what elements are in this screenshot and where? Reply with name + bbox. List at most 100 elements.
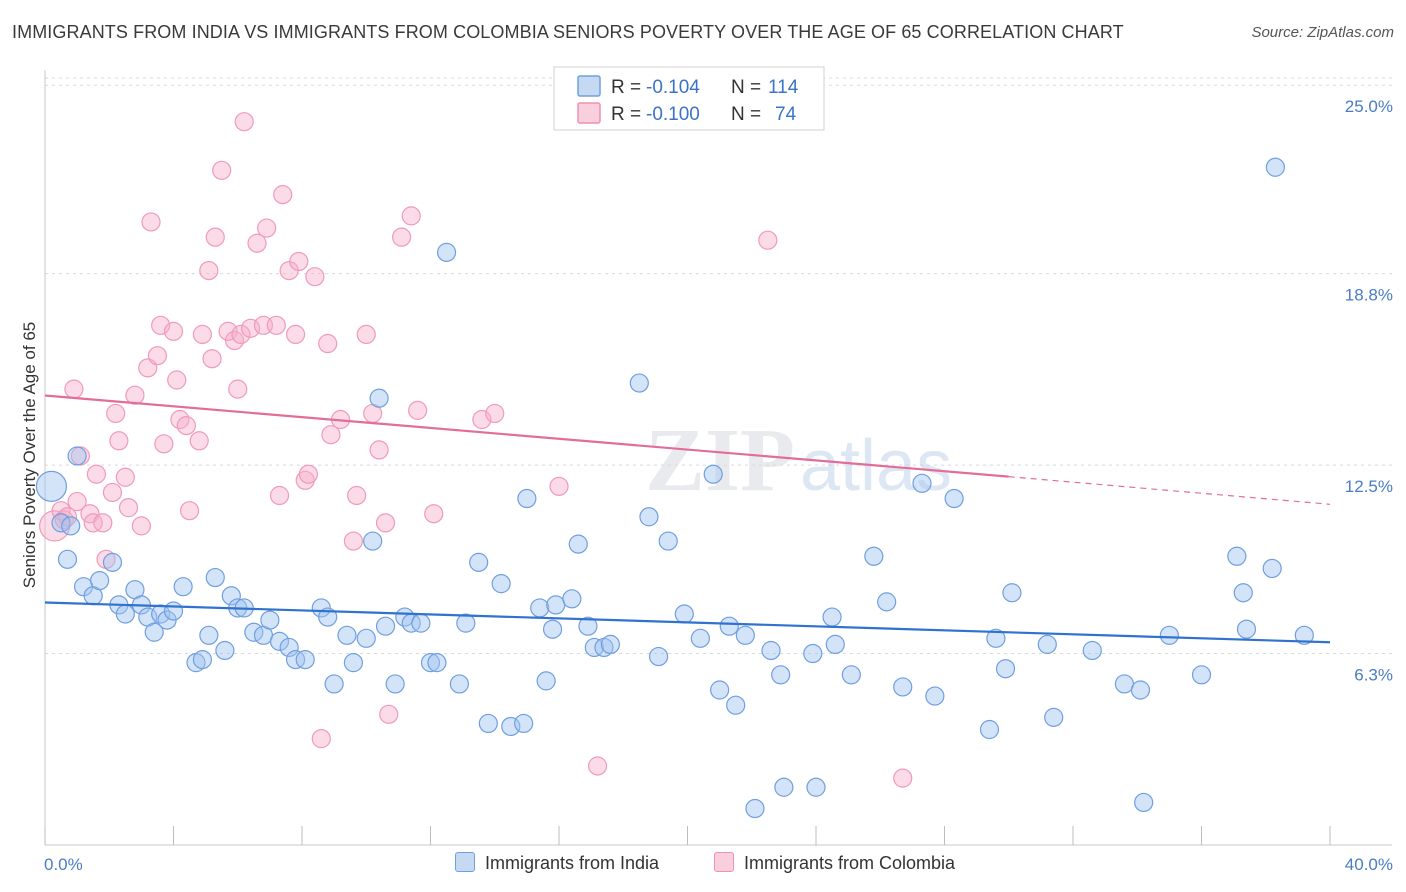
india-point xyxy=(925,686,945,706)
india-point xyxy=(356,628,376,648)
india-point xyxy=(578,616,598,636)
india-point xyxy=(658,531,678,551)
india-point xyxy=(192,650,213,670)
india-point xyxy=(295,650,315,670)
india-point xyxy=(1236,619,1257,639)
india-point xyxy=(710,680,730,700)
india-point xyxy=(1191,665,1212,685)
legend-r-label-colombia: R = xyxy=(611,104,641,125)
colombia-point xyxy=(269,485,290,506)
india-point xyxy=(279,637,299,658)
bottom-swatch-india xyxy=(455,852,475,872)
legend-swatch-india xyxy=(577,75,601,97)
colombia-trend-line xyxy=(44,394,1009,478)
india-point xyxy=(456,613,476,633)
legend-n-label-colombia: N = xyxy=(731,104,761,125)
colombia-point xyxy=(231,324,251,345)
bottom-legend-india: Immigrants from India xyxy=(455,852,659,874)
colombia-point xyxy=(86,464,107,484)
india-point xyxy=(536,671,556,691)
legend-swatch-colombia xyxy=(577,102,601,124)
tick-labels: 6.3% 12.5% 18.8% 25.0% 0.0% 40.0% xyxy=(44,97,1393,874)
india-point xyxy=(745,798,765,819)
india-point xyxy=(1294,625,1314,645)
colombia-point xyxy=(163,321,184,341)
legend-n-value-colombia: 74 xyxy=(775,104,797,125)
india-point xyxy=(1265,157,1285,177)
india-point xyxy=(600,634,621,655)
india-point xyxy=(491,574,511,594)
colombia-point xyxy=(154,434,174,454)
india-point xyxy=(115,604,135,624)
india-point xyxy=(363,531,383,551)
colombia-point xyxy=(408,400,428,420)
india-point xyxy=(703,464,723,484)
bottom-label-india: Immigrants from India xyxy=(485,853,660,873)
india-point xyxy=(57,549,78,569)
india-point xyxy=(1002,583,1022,603)
colombia-point xyxy=(179,501,200,521)
y-tick-label: 18.8% xyxy=(1345,286,1393,305)
colombia-point xyxy=(758,230,778,250)
bottom-label-colombia: Immigrants from Colombia xyxy=(744,853,956,873)
colombia-point xyxy=(311,729,331,749)
colombia-point xyxy=(485,403,505,424)
india-point xyxy=(893,677,913,697)
bottom-legend-colombia: Immigrants from Colombia xyxy=(714,852,955,874)
colombia-point xyxy=(167,370,187,390)
india-point xyxy=(221,586,241,606)
india-point xyxy=(427,653,447,673)
colombia-point xyxy=(228,379,248,399)
india-point xyxy=(260,610,280,630)
y-tick-label: 25.0% xyxy=(1345,97,1393,116)
india-point xyxy=(67,446,87,466)
x-tick-label-max: 40.0% xyxy=(1345,855,1393,874)
colombia-point xyxy=(273,185,293,205)
colombia-point xyxy=(234,112,254,132)
india-point xyxy=(269,631,290,651)
colombia-point xyxy=(298,464,319,484)
colombia-point xyxy=(587,756,608,776)
india-point xyxy=(979,719,1000,740)
bottom-swatch-colombia xyxy=(714,852,734,872)
legend-n-value-india: 114 xyxy=(768,77,799,98)
axes xyxy=(44,70,1392,846)
india-point xyxy=(1262,558,1282,579)
colombia-point xyxy=(295,470,315,490)
colombia-point xyxy=(424,504,444,524)
colombia-point xyxy=(289,251,309,272)
colombia-point xyxy=(115,467,135,487)
india-point xyxy=(648,646,669,667)
india-point xyxy=(369,388,389,408)
india-point xyxy=(803,643,823,664)
india-point xyxy=(436,242,457,262)
colombia-point xyxy=(321,425,341,445)
colombia-point xyxy=(67,491,87,512)
legend-r-value-colombia: -0.100 xyxy=(646,104,700,125)
source-credit: Source: ZipAtlas.com xyxy=(1251,24,1394,41)
colombia-point xyxy=(369,440,389,460)
india-point xyxy=(1037,634,1057,655)
colombia-point xyxy=(549,476,569,496)
colombia-series xyxy=(39,112,913,788)
india-point xyxy=(478,713,498,734)
colombia-point xyxy=(109,431,129,451)
colombia-point xyxy=(391,227,412,247)
india-point xyxy=(1130,680,1151,700)
colombia-point xyxy=(202,349,222,369)
india-point xyxy=(1159,625,1179,645)
colombia-point xyxy=(106,403,126,424)
india-point xyxy=(1233,583,1253,603)
india-point xyxy=(806,777,826,797)
colombia-point xyxy=(64,379,84,399)
colombia-point xyxy=(343,531,363,551)
india-point xyxy=(1227,546,1247,566)
india-point xyxy=(562,589,582,609)
india-point xyxy=(912,473,932,493)
colombia-point xyxy=(318,333,338,354)
colombia-point xyxy=(93,513,113,533)
india-point xyxy=(318,607,338,627)
india-point xyxy=(726,695,746,715)
india-point xyxy=(1044,707,1064,727)
